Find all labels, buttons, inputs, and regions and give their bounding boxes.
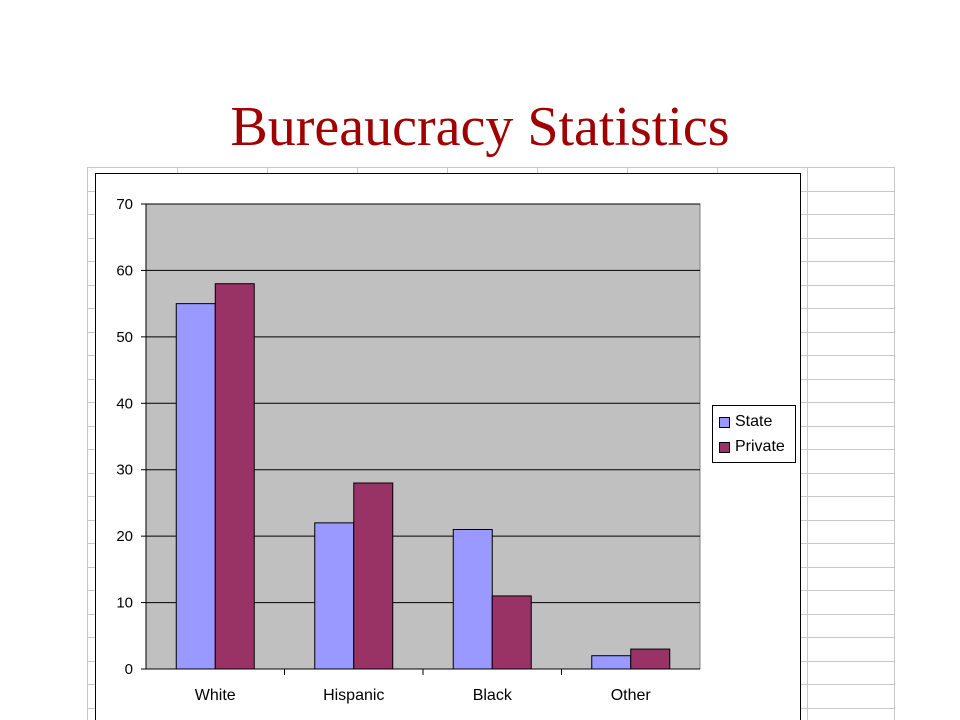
y-tick-label: 40	[116, 395, 133, 412]
y-tick-label: 70	[116, 196, 133, 213]
x-tick-label: Other	[611, 687, 652, 704]
legend-label-private: Private	[735, 438, 785, 455]
y-tick-label: 50	[116, 329, 133, 346]
bar-state-white	[175, 303, 216, 670]
legend-label-state: State	[735, 413, 773, 430]
slide-title: Bureaucracy Statistics	[230, 96, 730, 158]
bar-private-hispanic	[353, 482, 394, 670]
bar-private-black	[491, 595, 532, 670]
bar-private-other	[630, 648, 671, 670]
bar-private-white	[214, 283, 255, 670]
bar-state-other	[591, 655, 632, 670]
y-tick-label: 10	[116, 595, 133, 612]
y-tick-label: 60	[116, 262, 133, 279]
legend-item-private: Private	[719, 437, 785, 457]
bar-state-hispanic	[314, 522, 355, 670]
x-tick-label: Black	[473, 687, 513, 704]
legend-swatch-state	[719, 416, 730, 428]
y-tick-label: 0	[125, 661, 133, 678]
bar-state-black	[452, 529, 493, 670]
x-tick-label: White	[195, 687, 236, 704]
x-tick-label: Hispanic	[323, 687, 384, 704]
chart-legend: State Private	[712, 405, 796, 463]
legend-swatch-private	[719, 441, 730, 453]
legend-item-state: State	[719, 412, 772, 432]
y-tick-label: 20	[116, 528, 133, 545]
y-tick-label: 30	[116, 462, 133, 479]
